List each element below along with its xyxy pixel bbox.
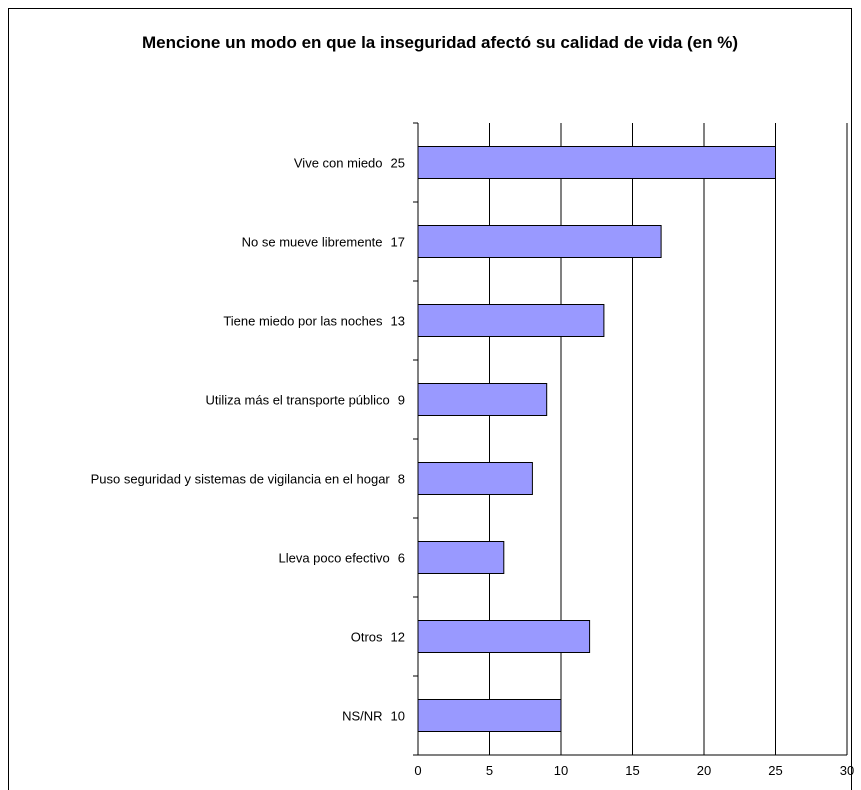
category-name: Lleva poco efectivo: [278, 551, 389, 566]
category-name: Tiene miedo por las noches: [223, 314, 383, 329]
x-tick-label: 15: [625, 763, 639, 778]
text-line: Lleva poco efectivo: [278, 551, 389, 566]
x-tick-label: 25: [768, 763, 782, 778]
text-line: Mencione un modo en que la inseguridad a…: [142, 33, 738, 52]
text-line: Utiliza más el transporte público: [206, 393, 390, 408]
category-label: Otros 12: [351, 630, 405, 645]
text-line: NS/NR: [342, 709, 382, 724]
x-tick-label: 20: [697, 763, 711, 778]
text-line: No se mueve libremente: [242, 235, 383, 250]
bar: [417, 383, 548, 416]
value-label: 6: [398, 551, 405, 566]
category-label: Utiliza más el transporte público 9: [206, 393, 405, 408]
category-name: Vive con miedo: [294, 156, 383, 171]
chart-title: Mencione un modo en que la inseguridad a…: [142, 33, 738, 52]
value-label: 10: [391, 709, 405, 724]
category-name: NS/NR: [342, 709, 382, 724]
value-label: 12: [391, 630, 405, 645]
category-name: No se mueve libremente: [242, 235, 383, 250]
category-label: No se mueve libremente 17: [242, 235, 405, 250]
category-label: NS/NR 10: [342, 709, 405, 724]
category-name: Utiliza más el transporte público: [206, 393, 390, 408]
category-name: Puso seguridad y sistemas de vigilancia …: [91, 472, 391, 487]
text-line: Vive con miedo: [294, 156, 383, 171]
text-line: Puso seguridad y sistemas de vigilancia …: [91, 472, 391, 487]
bar: [417, 699, 562, 732]
value-label: 13: [391, 314, 405, 329]
category-label: Vive con miedo 25: [294, 156, 405, 171]
text-line: Otros: [351, 630, 383, 645]
text-line: Tiene miedo por las noches: [223, 314, 383, 329]
value-label: 9: [398, 393, 405, 408]
bar: [417, 541, 505, 574]
category-label: Tiene miedo por las noches 13: [223, 314, 405, 329]
x-tick-label: 5: [486, 763, 493, 778]
bar: [417, 225, 662, 258]
category-label: Lleva poco efectivo 6: [278, 551, 405, 566]
x-tick-label: 10: [554, 763, 568, 778]
bar: [417, 462, 533, 495]
value-label: 25: [391, 156, 405, 171]
bar: [417, 620, 591, 653]
category-name: Otros: [351, 630, 383, 645]
bar: [417, 304, 605, 337]
category-label: Puso seguridad y sistemas de vigilancia …: [91, 472, 405, 487]
value-label: 8: [398, 472, 405, 487]
x-tick-label: 0: [414, 763, 421, 778]
bar: [417, 146, 776, 179]
value-label: 17: [391, 235, 405, 250]
x-tick-label: 30: [840, 763, 854, 778]
